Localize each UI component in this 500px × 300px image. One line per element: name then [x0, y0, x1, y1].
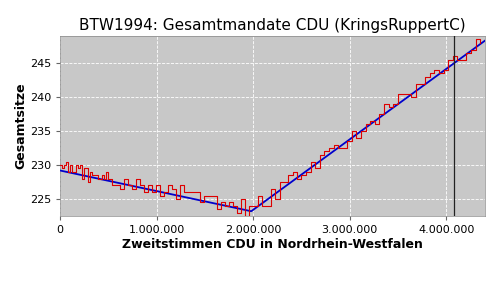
Title: BTW1994: Gesamtmandate CDU (KringsRuppertC): BTW1994: Gesamtmandate CDU (KringsRupper… — [79, 18, 466, 33]
Y-axis label: Gesamtsitze: Gesamtsitze — [14, 83, 27, 169]
X-axis label: Zweitstimmen CDU in Nordrhein-Westfalen: Zweitstimmen CDU in Nordrhein-Westfalen — [122, 238, 423, 251]
